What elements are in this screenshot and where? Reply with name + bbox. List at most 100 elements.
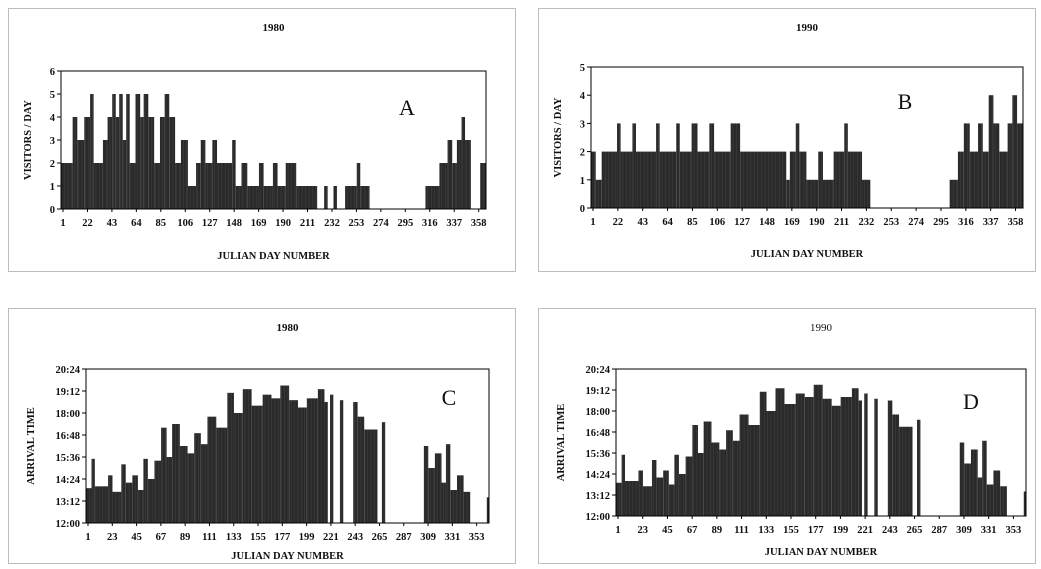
- bar: [115, 117, 120, 209]
- y-axis-label: VISITORS / DAY: [553, 97, 564, 177]
- bar: [102, 140, 108, 209]
- chart-title: 1980: [277, 322, 300, 334]
- bar: [86, 488, 92, 523]
- bar: [982, 440, 987, 516]
- bar: [685, 456, 693, 516]
- x-tick-label: 199: [299, 532, 315, 543]
- bar: [241, 163, 248, 209]
- bar: [324, 186, 328, 209]
- bar: [356, 163, 361, 209]
- x-tick-label: 148: [759, 217, 775, 228]
- bar: [107, 117, 113, 209]
- y-tick-label: 3: [580, 119, 585, 130]
- bar: [795, 393, 805, 516]
- bar: [154, 163, 160, 209]
- x-axis-label: JULIAN DAY NUMBER: [231, 551, 344, 562]
- x-tick-label: 331: [444, 532, 460, 543]
- y-tick-label: 20:24: [56, 365, 81, 376]
- bar: [795, 123, 800, 208]
- bar: [463, 491, 471, 523]
- x-tick-label: 127: [734, 217, 750, 228]
- panel-letter: A: [399, 95, 415, 120]
- bar: [822, 179, 834, 208]
- bar: [719, 449, 727, 516]
- bars-group: [590, 67, 1023, 208]
- bar: [232, 140, 236, 209]
- bar: [121, 464, 126, 523]
- x-tick-label: 295: [933, 217, 949, 228]
- bar: [242, 389, 252, 523]
- x-tick-label: 43: [107, 218, 118, 229]
- x-tick-label: 265: [907, 525, 923, 536]
- x-tick-label: 1: [615, 525, 620, 536]
- x-tick-label: 23: [107, 532, 118, 543]
- bar: [196, 163, 201, 209]
- bar: [465, 140, 471, 209]
- bar: [999, 151, 1008, 208]
- bar: [159, 117, 165, 209]
- bar: [263, 186, 273, 209]
- x-tick-label: 177: [808, 525, 824, 536]
- bar: [360, 186, 370, 209]
- bar: [862, 179, 871, 208]
- x-tick-label: 89: [180, 532, 191, 543]
- bar: [840, 397, 852, 516]
- y-tick-label: 2: [50, 159, 55, 170]
- x-tick-label: 358: [471, 218, 487, 229]
- y-tick-label: 12:00: [586, 512, 611, 523]
- bar: [651, 460, 657, 516]
- x-tick-label: 221: [323, 532, 339, 543]
- bar: [969, 151, 979, 208]
- bar: [450, 490, 457, 523]
- bar: [892, 414, 900, 516]
- bar: [656, 123, 660, 208]
- bar: [1007, 123, 1013, 208]
- x-tick-label: 287: [931, 525, 947, 536]
- x-tick-label: 133: [758, 525, 774, 536]
- y-tick-label: 1: [580, 176, 585, 187]
- x-tick-label: 111: [202, 532, 217, 543]
- x-tick-label: 253: [349, 218, 365, 229]
- bar: [125, 482, 133, 523]
- bar: [616, 482, 622, 516]
- bar: [714, 151, 731, 208]
- bar: [887, 400, 893, 516]
- x-tick-label: 253: [883, 217, 899, 228]
- bar: [212, 140, 218, 209]
- chart-panel-d: 1990 12:00 13:12 14:24 15:36 16:48 18:00 19:12 2…: [538, 308, 1036, 564]
- y-tick-label: 15:36: [586, 449, 611, 460]
- bar: [179, 446, 188, 523]
- bar: [632, 123, 636, 208]
- bar: [970, 449, 978, 516]
- panel-letter: B: [898, 89, 913, 114]
- chart-panel-b: 1990 0 1 2 3 4 5 1 22 43 64 85 106 127 148 169 190 211 232…: [538, 8, 1036, 272]
- bar: [200, 140, 206, 209]
- bar: [711, 442, 720, 516]
- bar: [988, 95, 994, 208]
- y-tick-label: 13:12: [586, 491, 611, 502]
- chart-title: 1990: [796, 22, 819, 34]
- bar: [844, 123, 848, 208]
- bar: [122, 140, 127, 209]
- bar: [175, 163, 181, 209]
- y-tick-label: 16:48: [586, 428, 611, 439]
- bar: [917, 419, 921, 516]
- bar: [692, 425, 698, 516]
- x-tick-label: 309: [956, 525, 972, 536]
- x-axis-label: JULIAN DAY NUMBER: [751, 249, 864, 260]
- x-tick-label: 274: [373, 218, 390, 229]
- bar: [899, 426, 913, 516]
- bar: [709, 123, 715, 208]
- bar: [621, 454, 625, 516]
- bar: [703, 421, 712, 516]
- y-tick-label: 5: [580, 63, 585, 74]
- bar: [135, 94, 141, 209]
- chart-panel-c: 1980 12:00 13:12 14:24 15:36 16:48 18:00 19:12 2…: [8, 308, 516, 564]
- bar: [154, 460, 162, 523]
- bar: [977, 477, 983, 516]
- bar: [205, 163, 213, 209]
- bar: [642, 486, 652, 516]
- bar: [200, 444, 208, 523]
- bar: [786, 179, 790, 208]
